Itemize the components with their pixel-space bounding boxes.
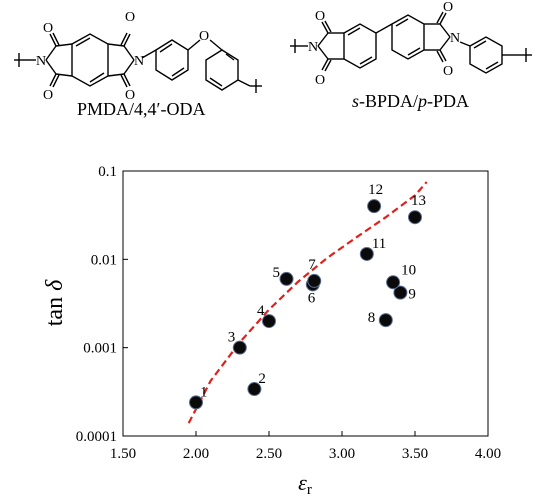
atom-o: O bbox=[43, 88, 53, 103]
structure-bpda-pda bbox=[290, 11, 532, 74]
atom-o: O bbox=[315, 73, 325, 88]
data-point-label: 10 bbox=[401, 262, 416, 278]
y-tick-label: 0.001 bbox=[83, 341, 117, 357]
atom-o: O bbox=[125, 10, 135, 25]
trend-line bbox=[187, 181, 428, 424]
x-tick-label: 3.00 bbox=[329, 446, 355, 462]
structure-bpda-pda-atoms: N N O O O O bbox=[308, 0, 460, 88]
data-point-label: 1 bbox=[200, 384, 208, 400]
atom-n: N bbox=[450, 31, 460, 46]
x-tick-label: 2.00 bbox=[183, 446, 209, 462]
data-point bbox=[307, 273, 322, 288]
axis-ticks bbox=[122, 170, 489, 437]
x-tick-label: 4.00 bbox=[475, 446, 501, 462]
y-tick-label: 0.0001 bbox=[76, 429, 117, 445]
structure-pmda-oda bbox=[14, 32, 262, 93]
atom-o: O bbox=[199, 29, 209, 44]
data-point-label: 3 bbox=[228, 330, 236, 346]
atom-o: O bbox=[443, 64, 453, 79]
data-point bbox=[378, 313, 393, 328]
data-point bbox=[359, 246, 374, 261]
structure-label-bpda-pda: s-BPDA/p-PDA bbox=[352, 91, 469, 111]
atom-o: O bbox=[443, 0, 453, 15]
data-point bbox=[232, 340, 247, 355]
data-point-label: 2 bbox=[258, 371, 266, 387]
atom-n: N bbox=[308, 40, 318, 55]
y-axis-label: tan δ bbox=[42, 279, 68, 326]
data-point bbox=[247, 382, 262, 397]
tick-labels: 1.50 2.00 2.50 3.00 3.50 4.00 0.1 0.01 0.001 0.00… bbox=[76, 164, 501, 462]
atom-n: N bbox=[36, 54, 46, 69]
data-point bbox=[367, 199, 382, 214]
data-point-label: 7 bbox=[308, 257, 316, 273]
structure-pmda-oda-atoms: N N O O O O O bbox=[36, 10, 209, 103]
x-axis-label: εr bbox=[298, 470, 312, 498]
data-point-label: 12 bbox=[368, 182, 383, 198]
trend-layer bbox=[187, 181, 428, 424]
x-tick-label: 2.50 bbox=[256, 446, 282, 462]
atom-o: O bbox=[315, 9, 325, 24]
data-point-label: 6 bbox=[308, 290, 316, 306]
data-point-label: 13 bbox=[411, 193, 426, 209]
atom-o: O bbox=[43, 21, 53, 36]
structure-label-pmda-oda: PMDA/4,4′-ODA bbox=[77, 99, 205, 119]
data-point bbox=[279, 271, 294, 286]
y-tick-label: 0.01 bbox=[91, 252, 117, 268]
data-point-label: 11 bbox=[372, 236, 386, 252]
atom-n: N bbox=[134, 54, 144, 69]
data-point-label: 8 bbox=[368, 310, 376, 326]
atom-o: O bbox=[125, 88, 135, 103]
data-point bbox=[386, 275, 401, 290]
data-point-label: 5 bbox=[273, 265, 281, 281]
plot-area bbox=[122, 170, 489, 437]
data-point bbox=[393, 285, 408, 300]
data-point-label: 9 bbox=[408, 287, 416, 303]
data-point bbox=[189, 395, 203, 410]
data-point bbox=[408, 210, 422, 225]
data-point bbox=[262, 314, 276, 329]
y-tick-label: 0.1 bbox=[98, 164, 117, 180]
data-point-label: 4 bbox=[257, 303, 265, 319]
x-tick-label: 3.50 bbox=[402, 446, 428, 462]
x-tick-label: 1.50 bbox=[110, 446, 136, 462]
